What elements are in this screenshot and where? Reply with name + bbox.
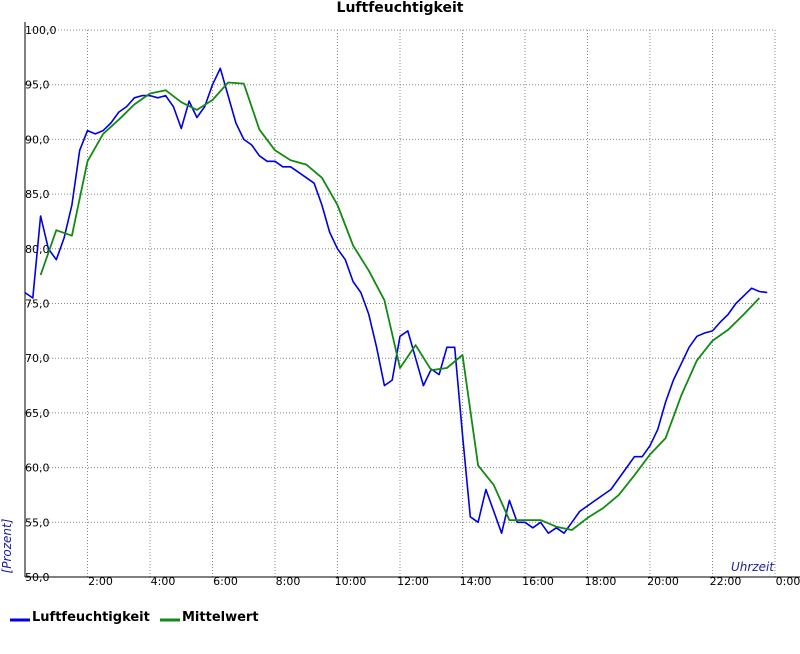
x-tick-label: 14:00	[460, 575, 492, 588]
legend-label: Mittelwert	[182, 610, 259, 625]
y-tick-label: 65,0	[25, 407, 50, 420]
x-axis-label: Uhrzeit	[731, 560, 775, 574]
x-tick-label: 0:00	[776, 575, 800, 588]
y-tick-label: 100,0	[25, 24, 57, 37]
y-axis-label: [Prozent]	[0, 518, 14, 573]
x-tick-label: 20:00	[647, 575, 679, 588]
y-tick-label: 70,0	[25, 352, 50, 365]
y-tick-label: 75,0	[25, 298, 50, 311]
x-tick-label: 6:00	[213, 575, 238, 588]
data-line	[39, 81, 761, 531]
y-tick-label: 60,0	[25, 462, 50, 475]
x-tick-label: 10:00	[335, 575, 367, 588]
x-tick-label: 22:00	[710, 575, 742, 588]
chart-title: Luftfeuchtigkeit	[337, 0, 464, 16]
y-tick-label: 55,0	[25, 516, 50, 529]
x-tick-label: 2:00	[88, 575, 113, 588]
y-tick-label: 85,0	[25, 188, 50, 201]
x-tick-label: 16:00	[522, 575, 554, 588]
data-line	[24, 67, 768, 534]
x-tick-label: 12:00	[397, 575, 429, 588]
x-tick-label: 4:00	[151, 575, 176, 588]
y-tick-label: 95,0	[25, 79, 50, 92]
legend-label: Luftfeuchtigkeit	[32, 610, 150, 625]
y-tick-label: 90,0	[25, 133, 50, 146]
x-tick-label: 18:00	[585, 575, 617, 588]
x-tick-label: 8:00	[276, 575, 301, 588]
